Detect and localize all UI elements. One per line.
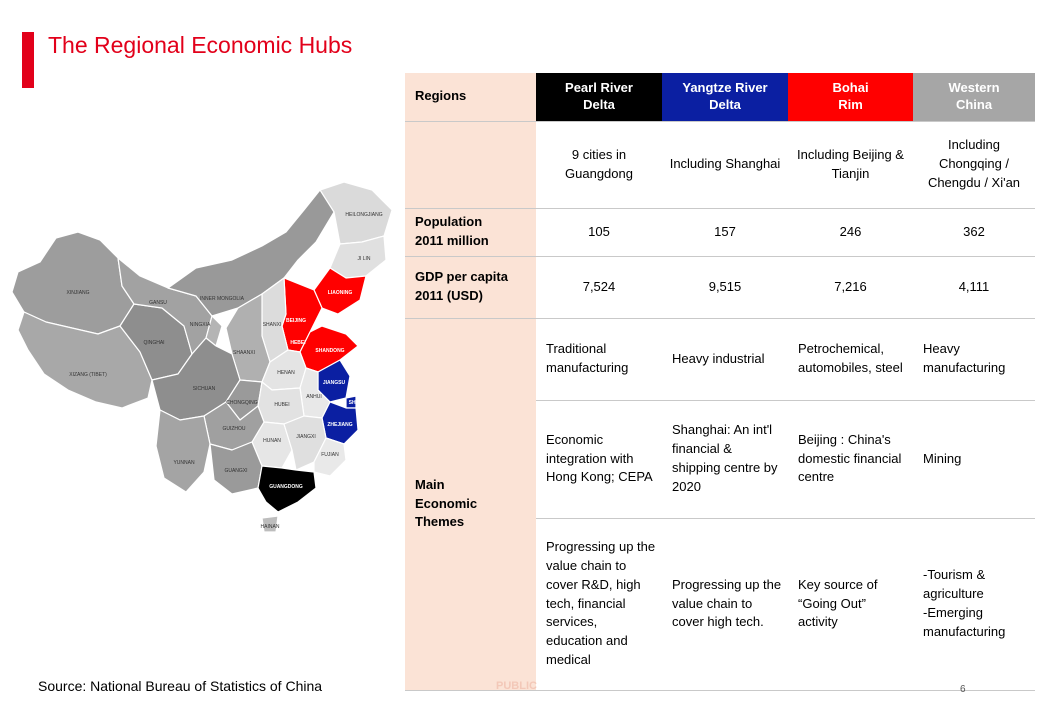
gdp-yangtze: 9,515 xyxy=(662,256,788,319)
label-heilongjiang: HEILONGJIANG xyxy=(345,212,382,218)
china-map: HEILONGJIANG JI LIN INNER MONGOLIA XINJI… xyxy=(11,181,393,533)
theme3-western: -Tourism & agriculture -Emerging manufac… xyxy=(913,518,1035,691)
public-label: PUBLIC xyxy=(496,680,537,692)
source-note: Source: National Bureau of Statistics of… xyxy=(38,678,323,694)
title-accent-bar xyxy=(22,32,34,88)
population-yangtze: 157 xyxy=(662,208,788,257)
themes-row-3: Progressing up the value chain to cover … xyxy=(405,518,1035,691)
label-henan: HENAN xyxy=(277,370,295,376)
label-xinjiang: XINJIANG xyxy=(66,290,89,296)
province-xizang xyxy=(17,311,153,409)
theme1-pearl: Traditional manufacturing xyxy=(536,318,662,401)
cities-western: Including Chongqing / Chengdu / Xi'an xyxy=(913,121,1035,209)
theme2-bohai: Beijing : China's domestic financial cen… xyxy=(788,400,913,519)
cities-bohai: Including Beijing & Tianjin xyxy=(788,121,913,209)
themes-label: Main Economic Themes xyxy=(405,318,536,691)
gdp-western: 4,111 xyxy=(913,256,1035,319)
label-guangxi: GUANGXI xyxy=(224,468,247,474)
themes-row-1: Main Economic Themes Traditional manufactu… xyxy=(405,318,1035,691)
label-sichuan: SICHUAN xyxy=(193,386,216,392)
theme3-pearl: Progressing up the value chain to cover … xyxy=(536,518,662,691)
label-jiangsu: JIANGSU xyxy=(323,380,346,386)
label-chongqing: CHONGQING xyxy=(226,400,258,406)
regions-label: Regions xyxy=(405,73,536,122)
label-shanxi: SHANXI xyxy=(263,322,282,328)
header-yangtze-river: Yangtze River Delta xyxy=(662,73,788,122)
label-anhui: ANHUI xyxy=(306,394,322,400)
theme2-western: Mining xyxy=(913,400,1035,519)
label-xizang: XIZANG (TIBET) xyxy=(69,372,107,378)
theme3-bohai: Key source of “Going Out” activity xyxy=(788,518,913,691)
gdp-bohai: 7,216 xyxy=(788,256,913,319)
province-guangdong xyxy=(257,465,317,513)
gdp-label: GDP per capita 2011 (USD) xyxy=(405,256,536,319)
province-hainan xyxy=(261,515,279,533)
theme1-western: Heavy manufacturing xyxy=(913,318,1035,401)
gdp-pearl: 7,524 xyxy=(536,256,662,319)
themes-row-2: Economic integration with Hong Kong; CEP… xyxy=(405,400,1035,519)
population-row: Population 2011 million 105 157 246 362 xyxy=(405,208,1035,257)
label-hebei: HEBEI xyxy=(290,340,306,346)
page-title: The Regional Economic Hubs xyxy=(48,32,353,58)
gdp-row: GDP per capita 2011 (USD) 7,524 9,515 7,2… xyxy=(405,256,1035,319)
label-jilin: JI LIN xyxy=(357,256,370,262)
label-qinghai: QINGHAI xyxy=(143,340,164,346)
label-yunnan: YUNNAN xyxy=(173,460,195,466)
header-row: Regions Pearl River Delta Yangtze River De… xyxy=(405,73,1035,122)
label-ningxia: NINGXIA xyxy=(190,322,211,328)
label-shandong: SHANDONG xyxy=(315,348,344,354)
theme1-bohai: Petrochemical, automobiles, steel xyxy=(788,318,913,401)
province-fujian xyxy=(313,437,347,477)
header-bohai-rim: Bohai Rim xyxy=(788,73,913,122)
cities-yangtze: Including Shanghai xyxy=(662,121,788,209)
label-shanghai: SHANGHAI xyxy=(349,400,376,406)
theme1-yangtze: Heavy industrial xyxy=(662,318,788,401)
theme2-yangtze: Shanghai: An int'l financial & shipping … xyxy=(662,400,788,519)
cities-label-cell xyxy=(405,121,536,209)
label-inner-mongolia: INNER MONGOLIA xyxy=(200,296,245,302)
population-label: Population 2011 million xyxy=(405,208,536,257)
label-guizhou: GUIZHOU xyxy=(222,426,245,432)
header-pearl-river: Pearl River Delta xyxy=(536,73,662,122)
header-western-china: Western China xyxy=(913,73,1035,122)
label-zhejiang: ZHEJIANG xyxy=(327,422,352,428)
label-hunan: HUNAN xyxy=(263,438,281,444)
label-guangdong: GUANGDONG xyxy=(269,484,303,490)
page-number: 6 xyxy=(960,684,966,695)
label-shaanxi: SHAANXI xyxy=(233,350,255,356)
label-gansu: GANSU xyxy=(149,300,167,306)
cities-row: 9 cities in Guangdong Including Shanghai… xyxy=(405,121,1035,209)
theme2-pearl: Economic integration with Hong Kong; CEP… xyxy=(536,400,662,519)
label-jiangxi: JIANGXI xyxy=(296,434,315,440)
label-beijing: BEIJING xyxy=(286,318,306,324)
label-fujian: FUJIAN xyxy=(321,452,339,458)
theme3-yangtze: Progressing up the value chain to cover … xyxy=(662,518,788,691)
population-western: 362 xyxy=(913,208,1035,257)
cities-pearl: 9 cities in Guangdong xyxy=(536,121,662,209)
province-yunnan xyxy=(155,409,211,493)
population-bohai: 246 xyxy=(788,208,913,257)
label-liaoning: LIAONING xyxy=(328,290,353,296)
label-hainan: HAINAN xyxy=(261,524,280,530)
population-pearl: 105 xyxy=(536,208,662,257)
regions-table: Regions Pearl River Delta Yangtze River De… xyxy=(405,73,1035,691)
label-hubei: HUBEI xyxy=(274,402,289,408)
